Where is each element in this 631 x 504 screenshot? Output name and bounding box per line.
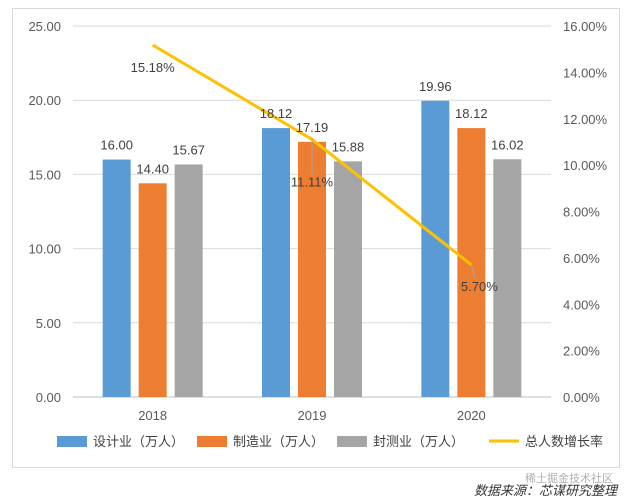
bar-data-label: 18.12 (455, 106, 488, 121)
y-tick-label: 10.00 (28, 242, 61, 257)
y2-tick-label: 0.00% (563, 390, 600, 405)
left-y-axis: 0.00 5.00 10.00 15.00 20.00 25.00 (28, 19, 61, 405)
bar (262, 128, 290, 398)
legend-swatch (337, 436, 367, 447)
bar-data-label: 16.00 (100, 138, 133, 153)
y2-tick-label: 10.00% (563, 158, 608, 173)
x-axis: 2018 2019 2020 (138, 408, 486, 423)
y-tick-label: 15.00 (28, 167, 61, 182)
bar (421, 100, 450, 397)
legend: 设计业（万人） 制造业（万人） 封测业（万人） 总人数增长率 (57, 434, 603, 449)
legend-label: 制造业（万人） (233, 434, 324, 449)
leader-line (470, 264, 476, 279)
chart-frame: 0.00 5.00 10.00 15.00 20.00 25.00 0.00% 2.00% 4… (12, 8, 620, 468)
bar (174, 164, 203, 397)
x-tick-label: 2020 (457, 408, 486, 423)
bar-data-label: 18.12 (260, 106, 293, 121)
bar-data-label: 14.40 (136, 161, 169, 176)
bar (334, 161, 362, 397)
bar (102, 159, 131, 397)
line-data-label: 11.11% (291, 174, 334, 189)
y2-tick-label: 14.00% (563, 65, 608, 80)
x-tick-label: 2019 (298, 408, 327, 423)
bar (138, 183, 167, 397)
y-tick-label: 25.00 (28, 19, 61, 34)
x-tick-label: 2018 (138, 408, 167, 423)
bar-data-label: 15.67 (172, 142, 205, 157)
source-note: 数据来源：芯谋研究整理 (473, 484, 617, 499)
bar-data-label: 19.96 (419, 79, 452, 94)
legend-label: 总人数增长率 (525, 434, 603, 449)
legend-label: 设计业（万人） (93, 434, 184, 449)
bar-data-label: 15.88 (332, 139, 365, 154)
legend-label: 封测业（万人） (373, 434, 464, 449)
legend-swatch (197, 436, 227, 447)
bar-data-label: 17.19 (296, 120, 329, 135)
y2-tick-label: 8.00% (563, 205, 600, 220)
combo-chart: 0.00 5.00 10.00 15.00 20.00 25.00 0.00% 2.00% 4… (28, 19, 608, 449)
y-tick-label: 20.00 (28, 93, 61, 108)
line-data-label: 5.70% (461, 279, 498, 294)
bar (457, 128, 486, 398)
watermark: 稀土掘金技术社区 (525, 472, 613, 485)
y-tick-label: 5.00 (36, 316, 61, 331)
y2-tick-label: 16.00% (563, 19, 608, 34)
bar (493, 159, 522, 397)
growth-line (151, 43, 476, 279)
y2-tick-label: 4.00% (563, 297, 600, 312)
right-y-axis: 0.00% 2.00% 4.00% 6.00% 8.00% 10.00% 12.00% 14.… (563, 19, 608, 405)
y2-tick-label: 12.00% (563, 112, 608, 127)
y2-tick-label: 2.00% (563, 344, 600, 359)
y-tick-label: 0.00 (36, 390, 61, 405)
bar-data-label: 16.02 (491, 137, 524, 152)
bars (102, 100, 522, 398)
bar (298, 141, 326, 397)
line-data-label: 15.18% (131, 60, 176, 75)
data-labels: 16.0014.4015.6718.1217.1915.8819.9618.12… (100, 60, 523, 294)
legend-swatch (57, 436, 87, 447)
y2-tick-label: 6.00% (563, 251, 600, 266)
